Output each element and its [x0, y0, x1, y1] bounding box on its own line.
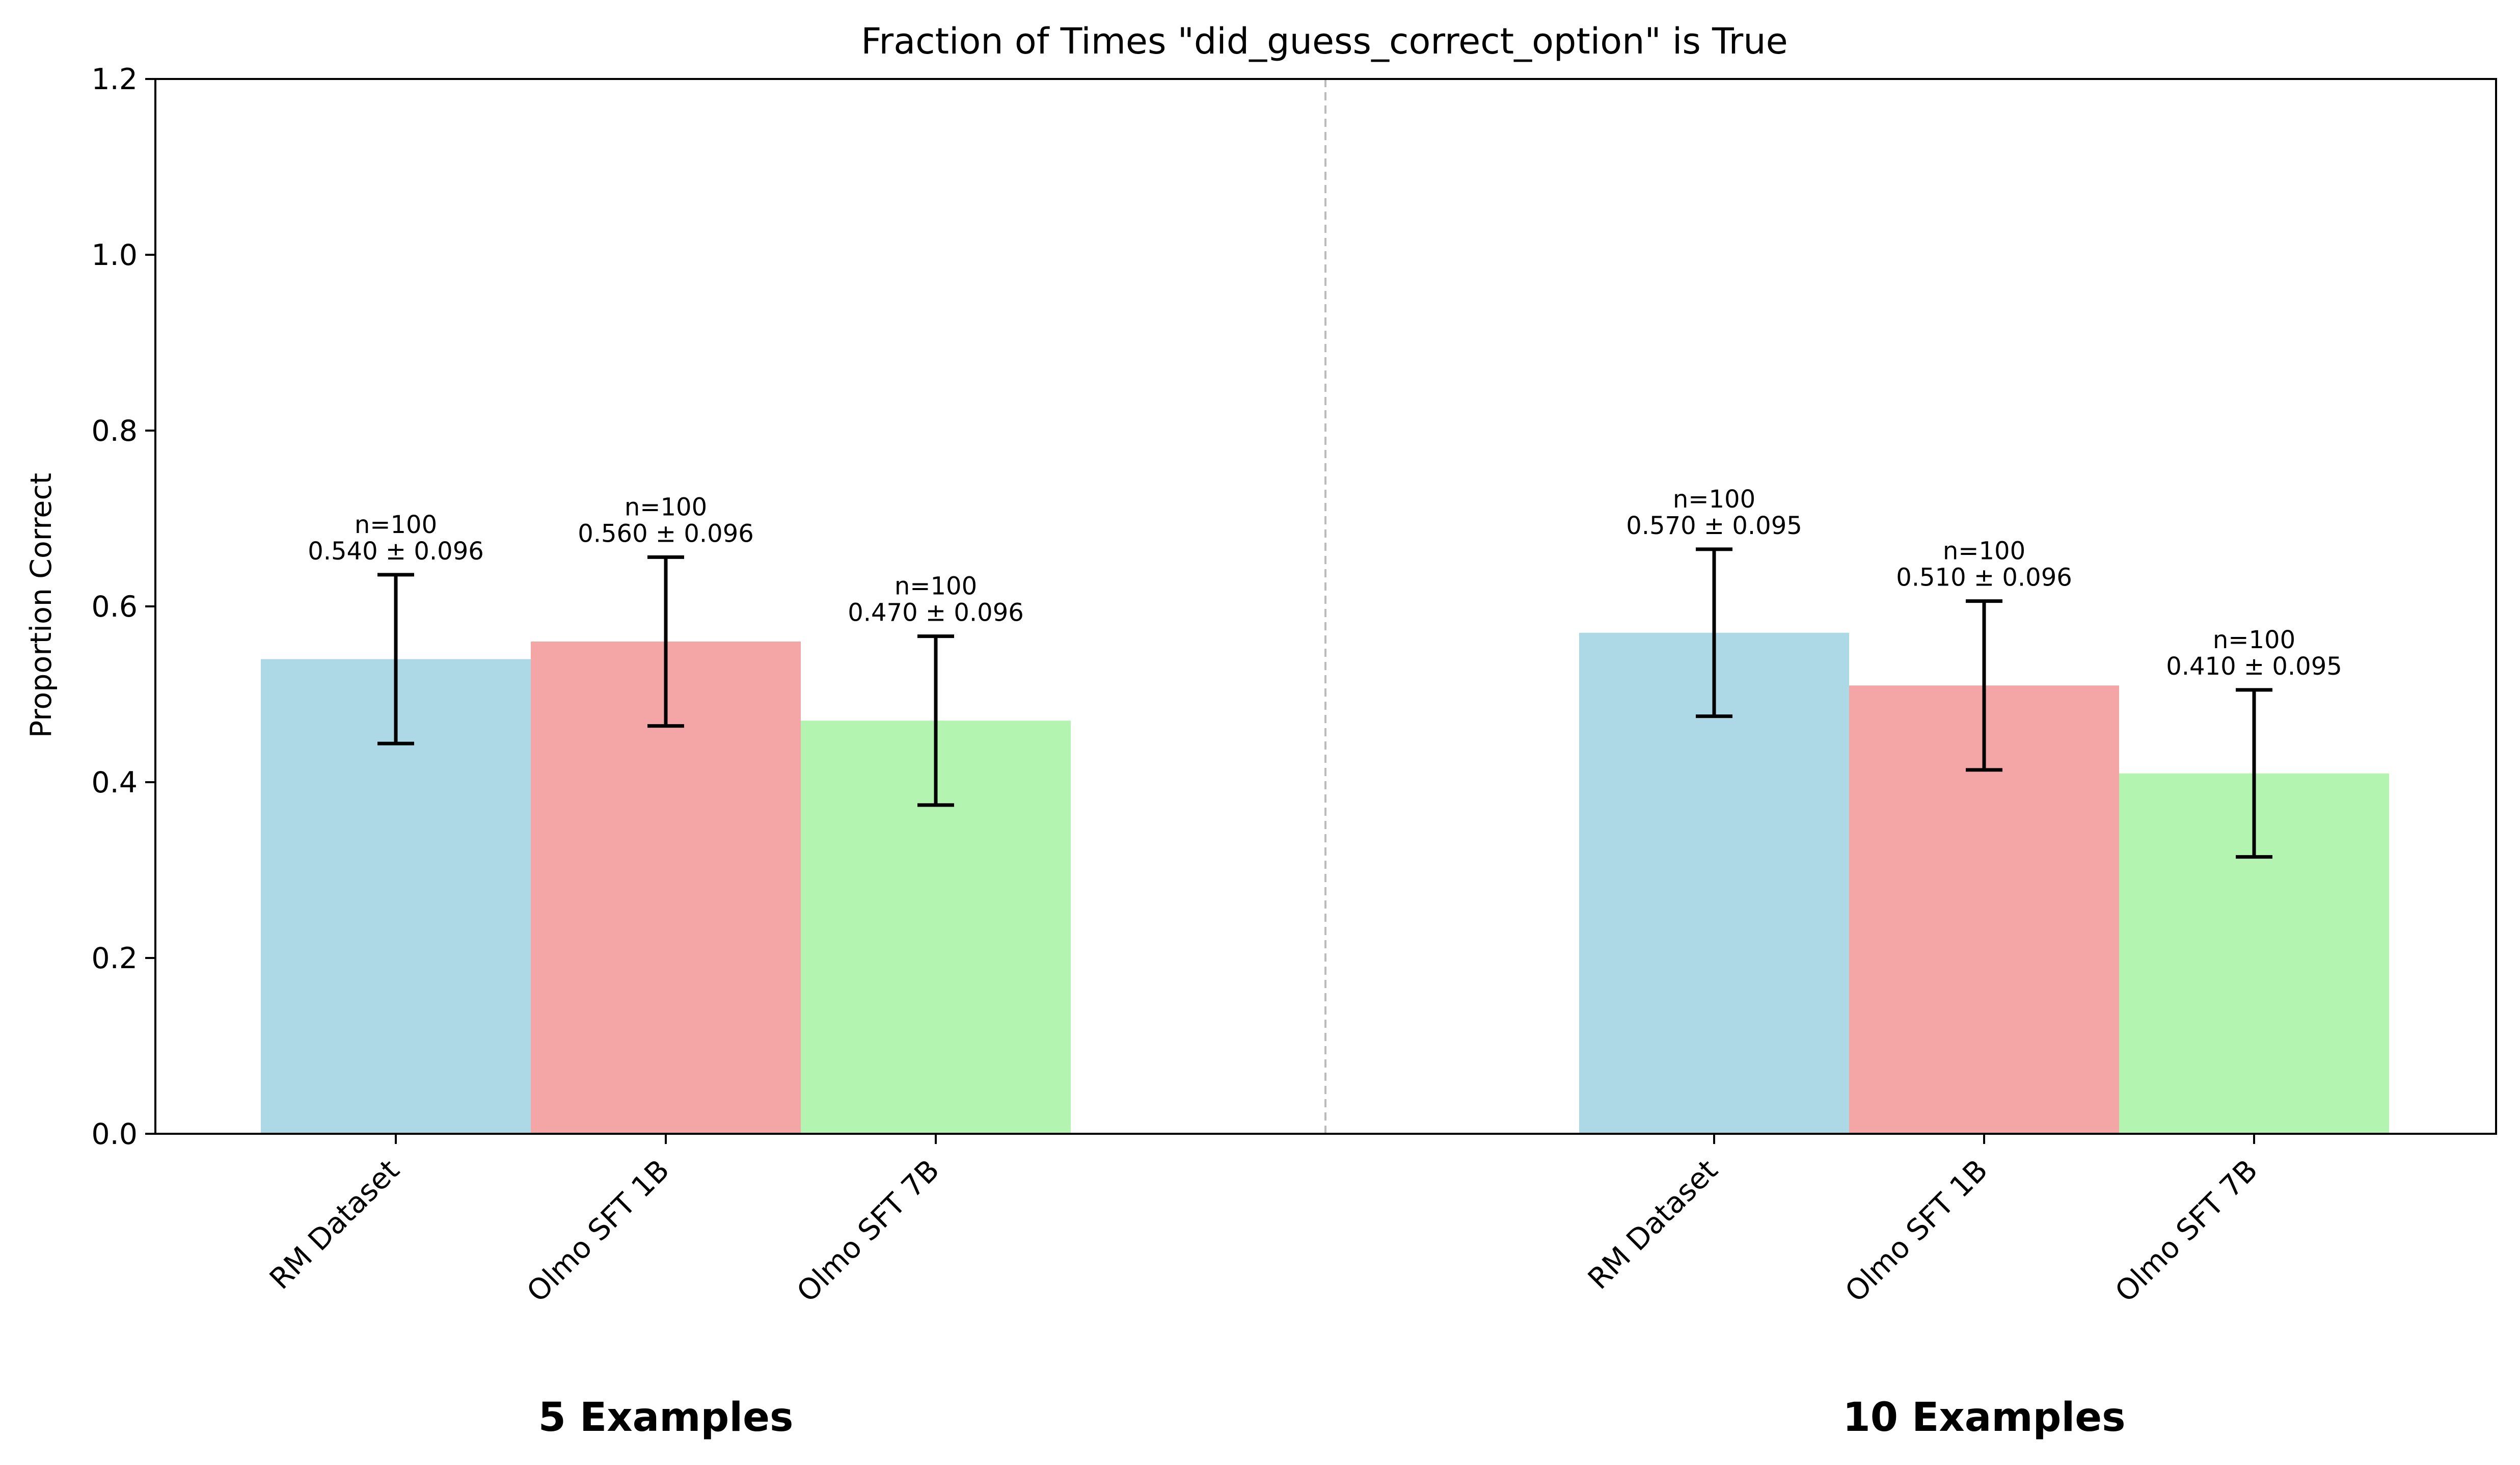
x-tick-label: Olmo SFT 1B	[1839, 1153, 1994, 1309]
x-tick-label: RM Dataset	[1582, 1153, 1724, 1296]
n-label: n=100	[895, 572, 977, 601]
group-label: 10 Examples	[1842, 1395, 2125, 1441]
axes-frame	[154, 78, 2497, 1135]
value-label: 0.410 ± 0.095	[2166, 652, 2342, 681]
y-tick-label: 0.4	[91, 766, 138, 800]
y-tick-label: 0.0	[91, 1117, 138, 1151]
n-label: n=100	[625, 493, 707, 521]
x-tick-label: RM Dataset	[263, 1153, 406, 1296]
y-tick-label: 0.2	[91, 942, 138, 975]
n-label: n=100	[1943, 537, 2025, 566]
y-tick-label: 1.2	[91, 63, 138, 96]
y-tick-label: 0.6	[91, 590, 138, 624]
x-tick-label: Olmo SFT 7B	[2109, 1153, 2264, 1309]
n-label: n=100	[1673, 485, 1755, 514]
chart-title: Fraction of Times "did_guess_correct_opt…	[861, 20, 1788, 62]
x-tick-label: Olmo SFT 1B	[521, 1153, 676, 1309]
group-label: 5 Examples	[538, 1395, 794, 1441]
x-tick-label: Olmo SFT 7B	[791, 1153, 946, 1309]
value-label: 0.540 ± 0.096	[308, 537, 484, 566]
value-label: 0.570 ± 0.095	[1626, 512, 1802, 540]
value-label: 0.510 ± 0.096	[1896, 564, 2072, 592]
n-label: n=100	[355, 511, 437, 539]
y-tick-label: 1.0	[91, 238, 138, 272]
value-label: 0.560 ± 0.096	[578, 519, 754, 548]
value-label: 0.470 ± 0.096	[848, 599, 1024, 627]
y-axis-label: Proportion Correct	[24, 473, 58, 738]
n-label: n=100	[2213, 626, 2295, 654]
y-tick-label: 0.8	[91, 414, 138, 448]
